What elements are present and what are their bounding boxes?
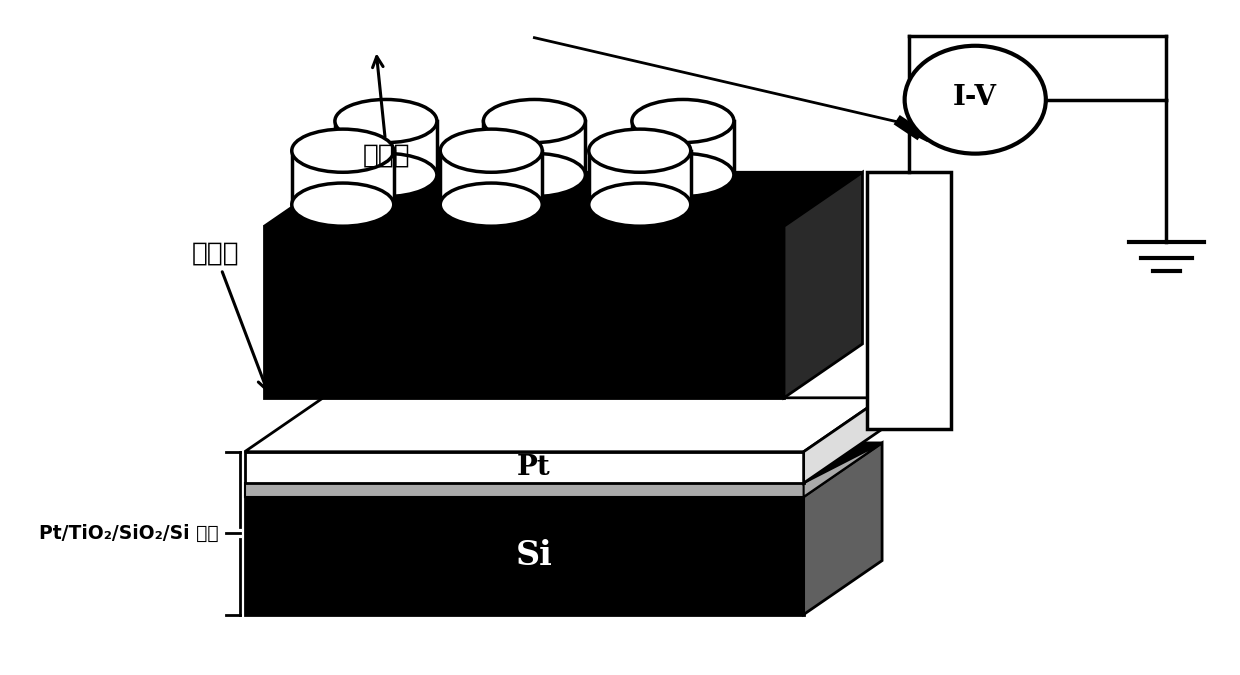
Ellipse shape [632, 99, 734, 142]
Ellipse shape [589, 183, 691, 226]
Ellipse shape [484, 99, 585, 142]
Polygon shape [244, 452, 804, 483]
Polygon shape [440, 151, 542, 205]
Polygon shape [291, 151, 394, 205]
Polygon shape [335, 121, 436, 175]
Text: Pt/TiO₂/SiO₂/Si 基片: Pt/TiO₂/SiO₂/Si 基片 [38, 524, 218, 543]
Ellipse shape [484, 153, 585, 196]
Polygon shape [867, 172, 951, 429]
Polygon shape [244, 398, 882, 452]
Ellipse shape [291, 129, 394, 172]
Polygon shape [804, 443, 882, 614]
Ellipse shape [440, 183, 542, 226]
Polygon shape [484, 121, 585, 175]
Ellipse shape [440, 129, 542, 172]
Text: Pt: Pt [517, 454, 551, 481]
Polygon shape [804, 443, 882, 497]
Polygon shape [264, 226, 784, 398]
Polygon shape [264, 172, 863, 226]
Polygon shape [589, 151, 691, 205]
Text: I-V: I-V [954, 84, 997, 111]
Text: Si: Si [516, 539, 552, 572]
Ellipse shape [291, 183, 394, 226]
Polygon shape [244, 497, 804, 614]
Ellipse shape [632, 153, 734, 196]
Text: 下电极: 下电极 [191, 240, 268, 390]
Polygon shape [244, 443, 882, 497]
Ellipse shape [335, 153, 436, 196]
Ellipse shape [589, 129, 691, 172]
Polygon shape [784, 172, 863, 398]
Ellipse shape [335, 99, 436, 142]
Polygon shape [244, 483, 804, 497]
Polygon shape [804, 398, 882, 483]
Text: 上电极: 上电极 [363, 57, 410, 168]
Polygon shape [632, 121, 734, 175]
Ellipse shape [905, 46, 1045, 154]
